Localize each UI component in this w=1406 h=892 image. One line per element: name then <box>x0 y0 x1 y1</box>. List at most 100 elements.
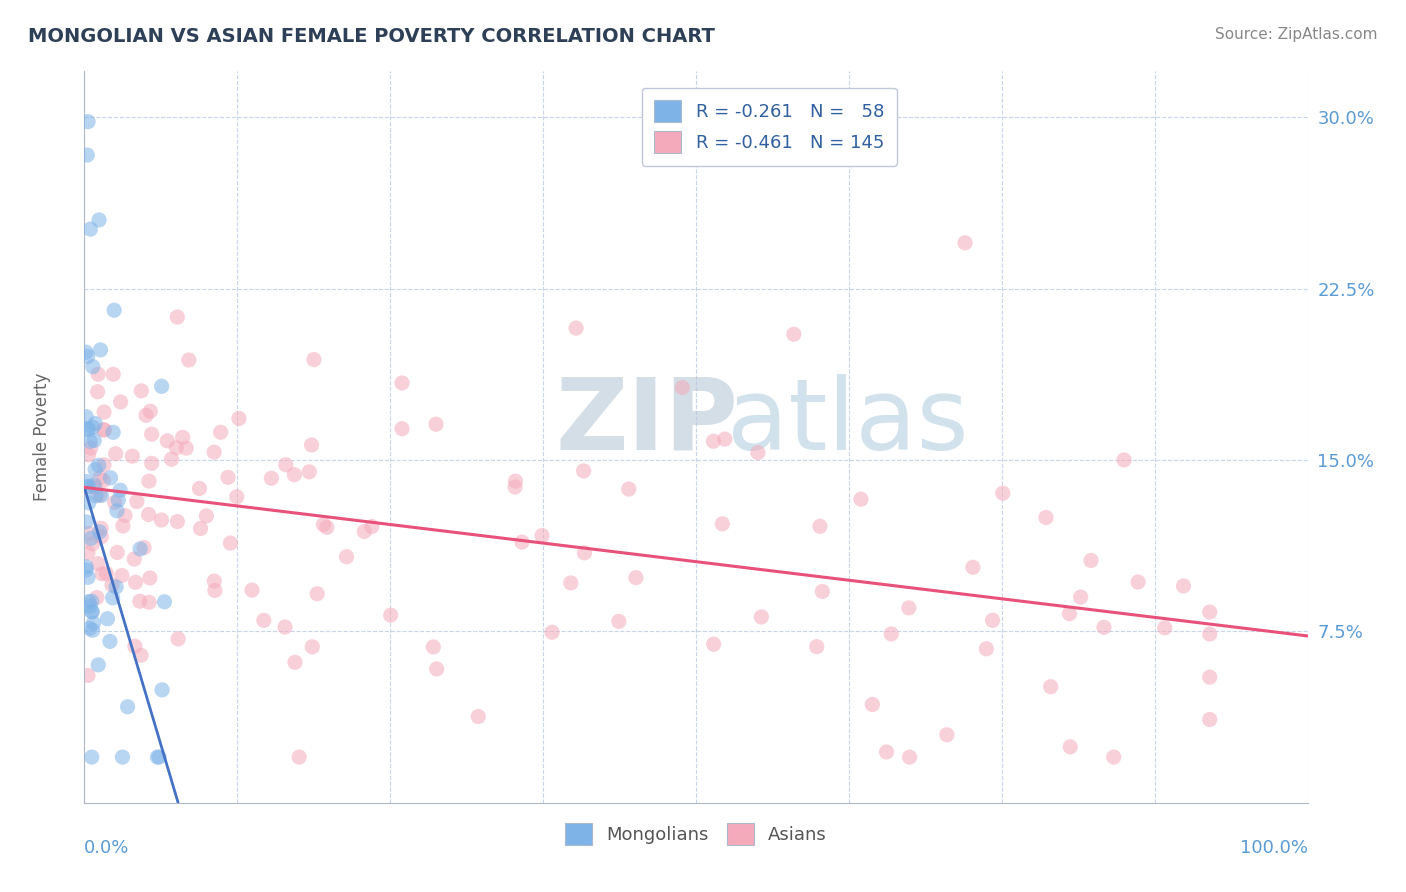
Point <box>316 520 339 534</box>
Point <box>129 541 152 556</box>
Point <box>1153 621 1175 635</box>
Point <box>1198 713 1220 727</box>
Point <box>897 600 920 615</box>
Point <box>202 445 225 459</box>
Point <box>77 448 100 462</box>
Point <box>380 608 402 623</box>
Point <box>79 621 101 635</box>
Point <box>150 682 173 697</box>
Point <box>219 536 242 550</box>
Point <box>1173 579 1195 593</box>
Point <box>156 434 179 448</box>
Point <box>898 750 921 764</box>
Point <box>190 521 212 535</box>
Point <box>284 655 307 669</box>
Text: ZIP: ZIP <box>555 374 738 471</box>
Point <box>711 516 734 531</box>
Point <box>75 559 97 574</box>
Point <box>79 222 101 236</box>
Point <box>87 557 110 571</box>
Point <box>80 750 103 764</box>
Point <box>75 563 97 577</box>
Point <box>90 530 112 544</box>
Point <box>747 445 769 459</box>
Point <box>202 574 225 588</box>
Point <box>87 213 110 227</box>
Point <box>808 519 831 533</box>
Point <box>1039 680 1062 694</box>
Point <box>139 404 162 418</box>
Point <box>89 471 111 485</box>
Point <box>117 699 139 714</box>
Point <box>122 552 145 566</box>
Point <box>103 368 125 382</box>
Point <box>1126 574 1149 589</box>
Point <box>77 114 100 128</box>
Point <box>148 750 170 764</box>
Point <box>1198 670 1220 684</box>
Point <box>108 483 131 497</box>
Point <box>107 493 129 508</box>
Point <box>76 148 98 162</box>
Point <box>146 750 169 764</box>
Point <box>353 524 375 539</box>
Point <box>531 528 554 542</box>
Point <box>335 549 357 564</box>
Point <box>426 662 449 676</box>
Text: MONGOLIAN VS ASIAN FEMALE POVERTY CORRELATION CHART: MONGOLIAN VS ASIAN FEMALE POVERTY CORREL… <box>28 27 716 45</box>
Point <box>135 409 157 423</box>
Point <box>93 474 115 488</box>
Point <box>1059 739 1081 754</box>
Point <box>86 384 108 399</box>
Point <box>510 535 533 549</box>
Point <box>104 447 127 461</box>
Point <box>1059 607 1081 621</box>
Point <box>174 441 197 455</box>
Point <box>111 519 134 533</box>
Point <box>101 591 124 605</box>
Point <box>138 508 160 522</box>
Point <box>103 303 125 318</box>
Point <box>89 488 111 502</box>
Text: 0.0%: 0.0% <box>84 839 129 857</box>
Point <box>391 422 413 436</box>
Point <box>80 532 103 546</box>
Point <box>111 750 134 764</box>
Point <box>82 624 104 638</box>
Point <box>288 750 311 764</box>
Point <box>204 583 226 598</box>
Point <box>312 517 335 532</box>
Point <box>105 504 128 518</box>
Point <box>505 474 527 488</box>
Point <box>976 641 998 656</box>
Point <box>422 640 444 654</box>
Point <box>150 513 173 527</box>
Point <box>77 570 100 584</box>
Point <box>560 576 582 591</box>
Point <box>301 438 323 452</box>
Point <box>301 640 323 654</box>
Point <box>153 595 176 609</box>
Point <box>225 490 247 504</box>
Point <box>702 434 724 449</box>
Point <box>962 560 984 574</box>
Point <box>572 464 595 478</box>
Point <box>134 541 156 555</box>
Point <box>391 376 413 390</box>
Point <box>77 526 100 541</box>
Point <box>98 634 121 648</box>
Point <box>75 515 97 529</box>
Point <box>703 637 725 651</box>
Point <box>89 343 111 357</box>
Point <box>574 546 596 560</box>
Point <box>84 481 107 495</box>
Point <box>751 610 773 624</box>
Point <box>110 395 132 409</box>
Point <box>84 462 107 476</box>
Point <box>141 456 163 470</box>
Point <box>83 478 105 492</box>
Point <box>124 575 146 590</box>
Point <box>96 566 118 581</box>
Text: 100.0%: 100.0% <box>1240 839 1308 857</box>
Point <box>565 321 588 335</box>
